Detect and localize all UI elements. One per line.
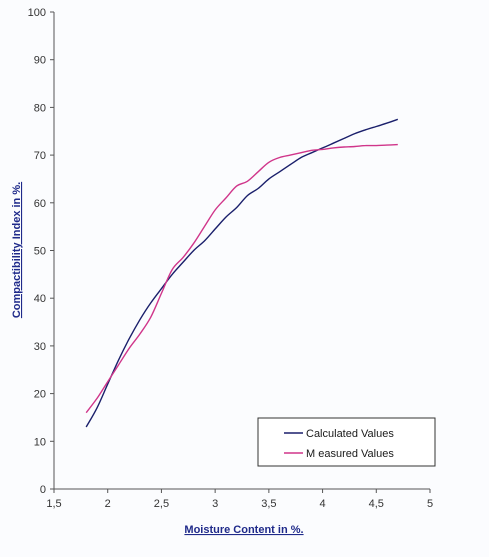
x-tick-label: 1,5 <box>46 498 61 510</box>
x-tick-label: 2 <box>105 498 111 510</box>
legend: Calculated Values M easured Values <box>257 417 436 467</box>
series-layer <box>85 118 399 428</box>
y-tick-label: 50 <box>34 246 46 258</box>
x-axis-ticks: 1,5 2 2,5 3 3,5 4 4,5 5 <box>46 489 433 510</box>
x-tick-label: 3,5 <box>261 498 276 510</box>
series-line-measured <box>85 143 398 414</box>
series-line-calculated <box>85 118 399 428</box>
legend-label-measured: M easured Values <box>306 448 394 460</box>
x-tick-label: 2,5 <box>154 498 169 510</box>
x-tick-label: 4 <box>320 498 326 510</box>
x-axis-title: Moisture Content in %. <box>184 524 303 536</box>
legend-box <box>257 417 436 467</box>
y-tick-label: 10 <box>34 436 46 448</box>
x-tick-label: 3 <box>212 498 218 510</box>
y-tick-label: 20 <box>34 389 46 401</box>
y-tick-label: 30 <box>34 341 46 353</box>
y-tick-label: 0 <box>40 484 46 496</box>
y-tick-label: 80 <box>34 102 46 114</box>
y-tick-label: 70 <box>34 150 46 162</box>
y-tick-label: 90 <box>34 55 46 67</box>
legend-label-calculated: Calculated Values <box>306 428 394 440</box>
y-axis-ticks: 0 10 20 30 40 50 60 70 80 90 100 <box>28 7 54 496</box>
y-tick-label: 100 <box>28 7 46 19</box>
x-tick-label: 4,5 <box>369 498 384 510</box>
y-tick-label: 40 <box>34 293 46 305</box>
y-axis-title: Compactibility Index in %. <box>11 182 23 318</box>
x-tick-label: 5 <box>427 498 433 510</box>
y-tick-label: 60 <box>34 198 46 210</box>
